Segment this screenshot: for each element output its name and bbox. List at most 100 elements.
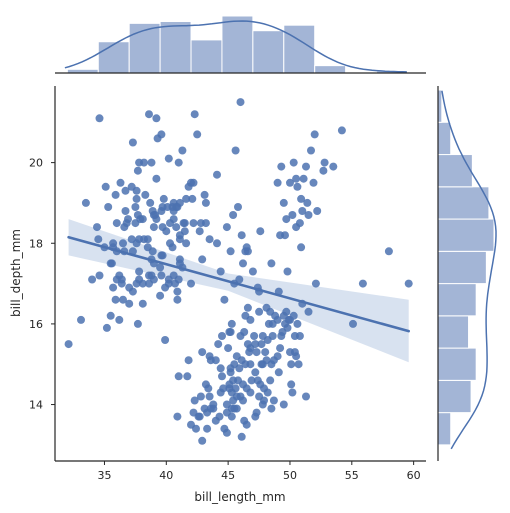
scatter-point <box>216 364 225 373</box>
scatter-point <box>213 170 221 179</box>
scatter-point <box>240 416 249 425</box>
scatter-point <box>273 178 282 187</box>
scatter-point <box>292 174 301 183</box>
scatter-point <box>251 340 260 349</box>
confidence-band <box>68 219 409 363</box>
y-tick-label: 20 <box>29 157 43 170</box>
histogram-bar-y <box>437 186 490 220</box>
scatter-point <box>293 319 302 328</box>
histogram-bar-y <box>437 412 452 446</box>
scatter-point <box>156 291 165 300</box>
scatter-point <box>119 295 127 304</box>
scatter-point <box>157 130 166 139</box>
histogram-bar-x <box>252 30 285 74</box>
scatter-point <box>252 348 261 357</box>
scatter-point <box>121 207 130 215</box>
scatter-point <box>94 235 103 244</box>
scatter-point <box>200 404 209 413</box>
scatter-point <box>237 432 246 441</box>
scatter-point <box>226 364 235 373</box>
histogram-bar-x <box>314 65 347 74</box>
scatter-point <box>93 223 101 232</box>
scatter-point <box>283 323 292 332</box>
scatter-point <box>111 295 120 304</box>
scatter-point <box>107 259 116 268</box>
scatter-point <box>203 424 212 433</box>
scatter-point <box>216 388 225 397</box>
scatter-point <box>282 307 291 316</box>
scatter-point <box>283 267 292 276</box>
scatter-point <box>236 98 245 107</box>
scatter-point <box>299 174 308 183</box>
scatter-point <box>158 251 167 260</box>
scatter-point <box>260 396 268 405</box>
marginal-histogram-x <box>66 15 408 74</box>
scatter-point <box>77 315 85 324</box>
scatter-point <box>141 190 150 199</box>
scatter-point <box>337 126 346 135</box>
scatter-point <box>287 360 296 369</box>
scatter-point <box>152 174 161 183</box>
histogram-bar-y <box>437 283 477 317</box>
scatter-point <box>232 352 241 361</box>
scatter-point <box>159 194 168 203</box>
histogram-bar-x <box>283 24 316 74</box>
scatter-point <box>276 344 285 353</box>
scatter-point <box>243 247 252 256</box>
scatter-point <box>262 356 271 365</box>
scatter-point <box>133 166 142 175</box>
scatter-point <box>224 344 233 353</box>
scatter-point <box>200 190 209 199</box>
scatter-point <box>106 311 115 320</box>
scatter-point <box>298 207 307 215</box>
scatter-point <box>162 227 171 236</box>
x-tick-label: 50 <box>283 469 297 482</box>
scatter-point <box>307 146 315 155</box>
scatter-point <box>264 319 273 328</box>
scatter-point <box>232 392 241 401</box>
scatter-point <box>287 380 296 389</box>
scatter-point <box>128 138 137 147</box>
scatter-point <box>236 332 245 340</box>
scatter-point <box>112 219 121 228</box>
marginal-histogram-y <box>437 89 495 446</box>
scatter-point <box>384 247 393 256</box>
scatter-point <box>104 203 113 211</box>
scatter-point <box>225 328 234 336</box>
scatter-point <box>175 198 184 207</box>
scatter-point <box>132 194 141 203</box>
scatter-point <box>213 239 221 248</box>
x-tick-label: 60 <box>407 469 421 482</box>
scatter-point <box>304 211 313 219</box>
scatter-point <box>255 307 264 316</box>
scatter-point <box>183 372 192 381</box>
scatter-point <box>132 239 141 248</box>
scatter-point <box>214 340 223 349</box>
scatter-point <box>246 388 255 397</box>
scatter-point <box>205 392 214 401</box>
scatter-point <box>81 198 90 207</box>
x-tick-label: 35 <box>97 469 111 482</box>
scatter-point <box>173 287 182 296</box>
kde-curve-y <box>441 90 497 450</box>
scatter-point <box>173 412 182 421</box>
scatter-point <box>128 287 137 296</box>
scatter-point <box>95 114 104 123</box>
scatter-point <box>257 340 266 349</box>
scatter-point <box>175 255 184 264</box>
scatter-point <box>138 215 147 224</box>
scatter-point <box>174 372 183 381</box>
scatter-point <box>239 396 247 405</box>
scatter-point <box>220 424 229 433</box>
scatter-point <box>274 368 283 377</box>
scatter-point <box>64 340 73 349</box>
x-tick-label: 55 <box>345 469 359 482</box>
scatter-point <box>246 315 255 324</box>
scatter-point <box>245 348 254 357</box>
scatter-point <box>227 404 236 413</box>
scatter-point <box>201 198 210 207</box>
scatter-point <box>187 279 195 288</box>
scatter-point <box>297 243 306 252</box>
y-axis-label: bill_depth_mm <box>9 229 23 317</box>
